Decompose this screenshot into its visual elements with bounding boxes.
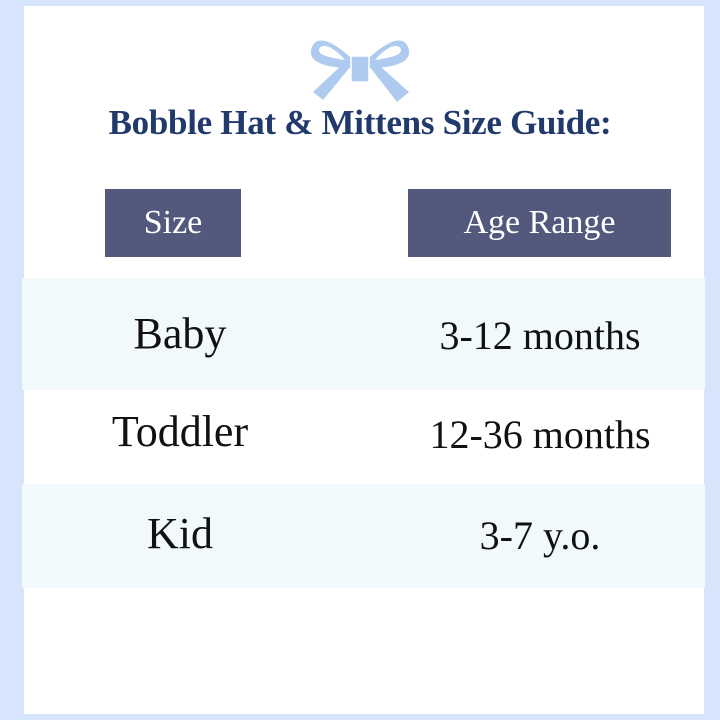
size-cell: Toddler bbox=[111, 407, 249, 456]
age-cell: 3-12 months bbox=[439, 313, 641, 358]
size-cell: Baby bbox=[133, 309, 227, 358]
age-cell: 3-7 y.o. bbox=[479, 513, 601, 558]
age-cell: 12-36 months bbox=[429, 412, 651, 457]
size-cell: Kid bbox=[147, 509, 213, 558]
bow-logo-icon bbox=[310, 40, 410, 102]
row-band bbox=[22, 278, 705, 390]
row-band bbox=[22, 484, 705, 588]
header-size: Size bbox=[105, 189, 241, 257]
page-title: Bobble Hat & Mittens Size Guide: bbox=[108, 103, 612, 142]
header-age-range: Age Range bbox=[408, 189, 671, 257]
